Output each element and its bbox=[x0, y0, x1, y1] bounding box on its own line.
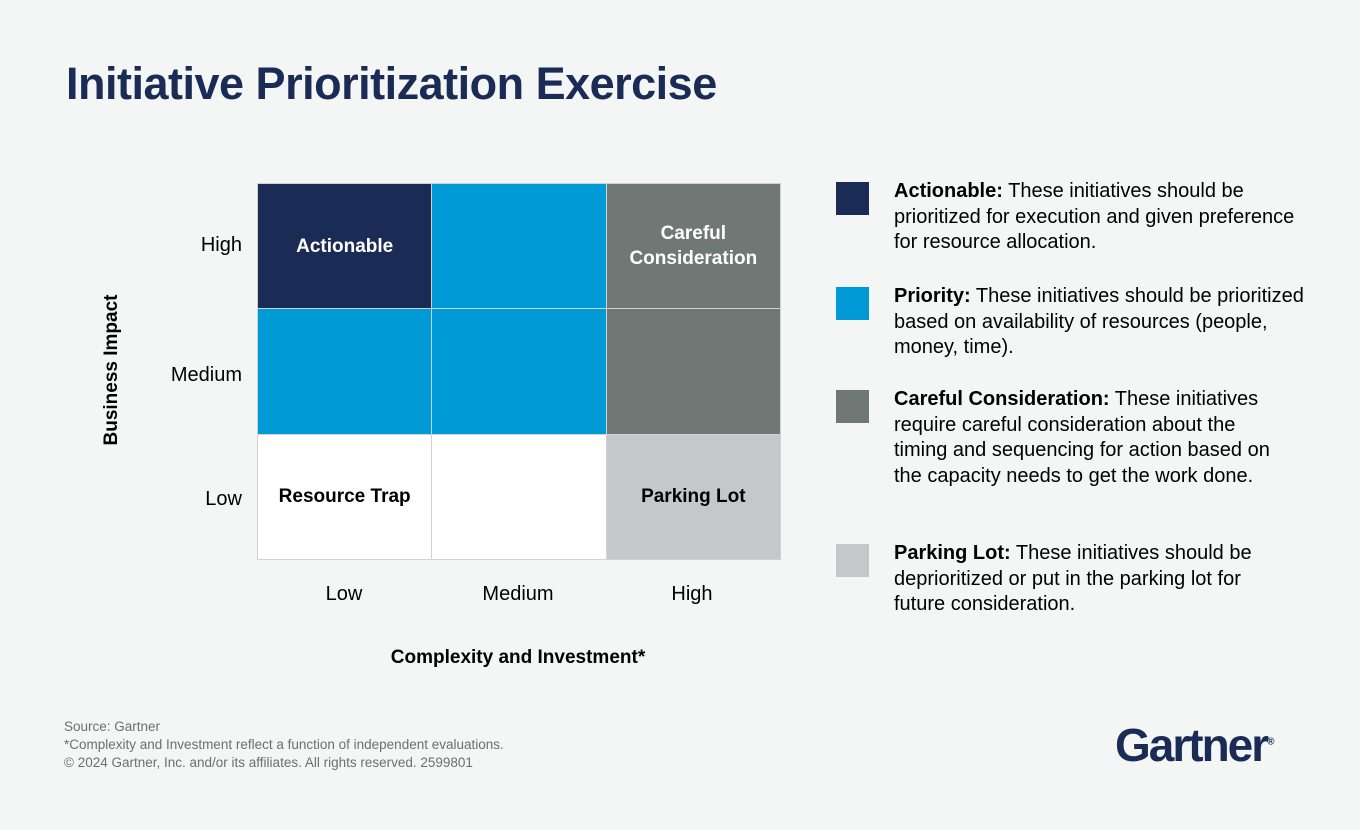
legend-text: These initiatives should be prioritized … bbox=[894, 285, 1304, 358]
legend-term: Careful Consideration: bbox=[894, 388, 1110, 410]
legend-text: These initiatives require careful consid… bbox=[894, 388, 1270, 487]
legend-term: Parking Lot: bbox=[894, 542, 1011, 564]
y-label-high: High bbox=[200, 234, 242, 256]
x-label-low: Low bbox=[325, 583, 363, 605]
page-title: Initiative Prioritization Exercise bbox=[66, 58, 717, 109]
legend-swatch bbox=[836, 287, 869, 320]
x-label-medium: Medium bbox=[482, 583, 554, 605]
matrix-cell bbox=[258, 309, 432, 434]
legend-swatch bbox=[836, 182, 869, 215]
matrix-cell bbox=[606, 309, 780, 434]
legend-text: These initiatives should be deprioritize… bbox=[894, 542, 1252, 615]
matrix-cell-resource-trap: Resource Trap bbox=[258, 434, 432, 559]
copyright: © 2024 Gartner, Inc. and/or its affiliat… bbox=[64, 755, 473, 770]
footer: Source: Gartner *Complexity and Investme… bbox=[64, 718, 504, 772]
matrix-cell bbox=[432, 184, 606, 309]
prioritization-matrix: Actionable Careful Consideration Resource … bbox=[257, 183, 781, 560]
legend-term: Priority: bbox=[894, 285, 971, 307]
x-axis-title: Complexity and Investment* bbox=[390, 647, 646, 668]
footnote: *Complexity and Investment reflect a fun… bbox=[64, 737, 504, 752]
legend-swatch bbox=[836, 544, 869, 577]
legend-term: Actionable: bbox=[894, 180, 1003, 202]
y-label-medium: Medium bbox=[170, 364, 242, 386]
source-note: Source: Gartner bbox=[64, 719, 161, 734]
legend-swatch bbox=[836, 390, 869, 423]
legend-text: These initiatives should be prioritized … bbox=[894, 180, 1295, 253]
matrix-cell bbox=[432, 309, 606, 434]
y-axis-title: Business Impact bbox=[101, 294, 122, 446]
logo-text: Gartner bbox=[1115, 719, 1269, 771]
gartner-logo: Gartner® bbox=[1115, 719, 1275, 771]
matrix-cell bbox=[432, 434, 606, 559]
matrix-cell-parking-lot: Parking Lot bbox=[606, 434, 780, 559]
y-label-low: Low bbox=[205, 488, 242, 510]
x-label-high: High bbox=[671, 583, 713, 605]
matrix-cell-careful-consideration: Careful Consideration bbox=[606, 184, 780, 309]
matrix-cell-actionable: Actionable bbox=[258, 184, 432, 309]
